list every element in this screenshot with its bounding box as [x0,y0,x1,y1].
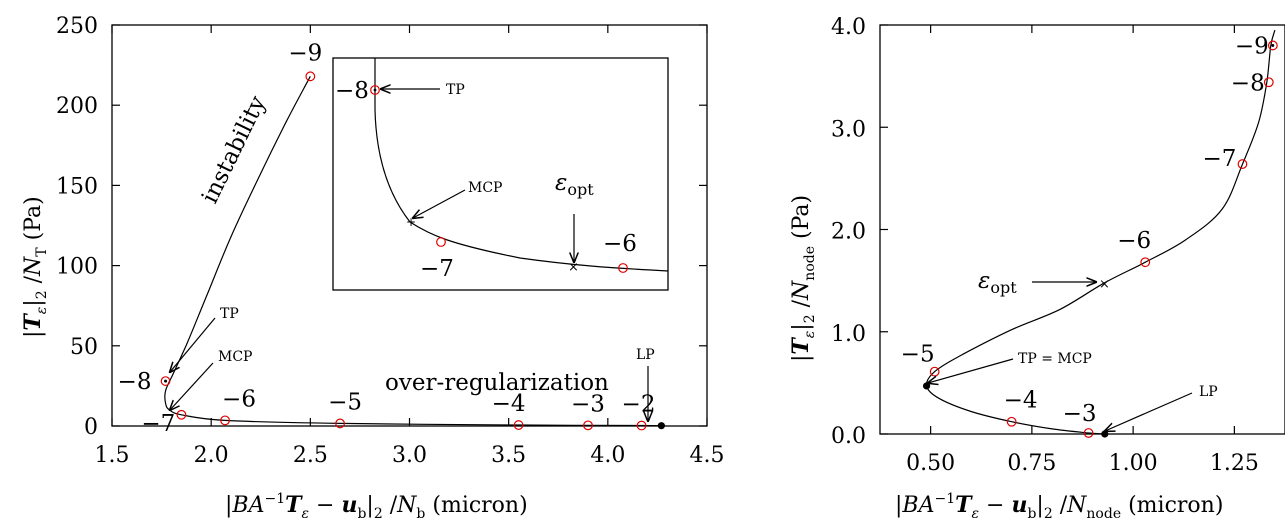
left-point-label: −7 [141,411,175,437]
left-point-label: −4 [492,391,526,417]
right-point-marker [1237,159,1248,169]
inset-frame [332,57,669,291]
left-lp-point [657,422,665,430]
right-x-ticks: 0.50 0.75 1.00 1.25 [906,25,1259,476]
right-point-label: −4 [1004,388,1038,414]
inset-mcp-label: MCP [468,180,502,196]
left-point-label: −6 [222,386,256,412]
left-y-ticks: 0 50 100 150 200 250 [56,14,707,440]
right-data-points: −9 −8 −7 −6 −5 −4 −3 [901,33,1278,438]
right-series-curve [925,29,1276,435]
inset-label-m6: −6 [603,231,637,257]
left-x-tick-label: 1.5 [95,443,130,468]
left-y-tick-label: 0 [84,415,98,440]
left-chart: 1.5 2.0 2.5 3.0 3.5 4.0 4.5 0 50 100 150 200 250 −9… [20,14,725,522]
right-lp-point [1101,430,1109,438]
right-point-label: −3 [1063,401,1097,427]
right-tpmcp-label: TP = MCP [1018,351,1092,367]
left-mcp-arrow [170,362,214,410]
left-x-ticks: 1.5 2.0 2.5 3.0 3.5 4.0 4.5 [95,25,725,468]
left-tp-label: TP [220,306,239,322]
right-point-marker [1083,428,1094,438]
right-y-tick-label: 2.0 [831,220,866,245]
left-point-marker [220,415,230,426]
right-y-tick-label: 3.0 [831,117,866,142]
left-mcp-label: MCP [218,349,252,365]
left-point-marker [513,420,524,430]
left-inset: × + −8 −7 −6 TP MCP εopt [332,57,669,291]
right-point-label: −6 [1117,228,1151,254]
right-y-tick-label: 4.0 [831,15,866,40]
right-tpmcp-point [922,382,931,390]
inset-series-curve [374,58,669,272]
left-y-tick-label: 100 [56,255,98,280]
left-series-curve [164,76,662,427]
inset-point-m8 [370,85,380,95]
left-annotation-over-regularization: over-regularization [385,370,609,396]
right-point-label: −8 [1231,70,1265,96]
left-point-label: −8 [118,369,152,395]
inset-label-m7: −7 [420,256,454,282]
right-x-axis-label: |BA−1Tε − ub|2 /Nnode (micron) [895,491,1223,522]
inset-mcp-marker: + [406,215,416,229]
left-x-tick-label: 4.0 [590,443,625,468]
right-point-marker [1267,40,1278,51]
right-point-marker [1140,257,1151,268]
right-opt-label: εopt [978,268,1017,297]
right-x-tick-label: 1.25 [1210,451,1259,476]
right-point-marker [1263,77,1274,88]
left-point-marker [636,420,647,431]
right-opt-marker: × [1099,277,1110,292]
right-lp-arrow [1105,392,1193,431]
left-point-marker [583,420,593,431]
left-point-label: −2 [622,392,656,418]
inset-opt-marker: × [568,260,579,275]
left-lp-label: LP [636,347,655,363]
left-point-marker [160,376,171,386]
inset-mcp-arrow [413,189,466,218]
right-y-tick-label: 0.0 [831,424,866,449]
left-x-tick-label: 3.0 [392,443,427,468]
left-annotation-instability: instability [197,92,271,208]
right-y-ticks: 0.0 1.0 2.0 3.0 4.0 [831,15,888,449]
right-tpmcp-arrow [928,358,1014,383]
left-y-tick-label: 150 [56,174,98,199]
left-y-tick-label: 250 [56,14,98,39]
right-point-label: −7 [1202,146,1236,172]
left-x-tick-label: 3.5 [491,443,526,468]
left-x-axis-label: |BA−1Tε − ub|2 /Nb (micron) [225,491,528,522]
right-y-axis-label: |Tε|2 /Nnode (Pa) [788,195,818,362]
right-x-tick-label: 0.75 [1007,451,1056,476]
left-x-tick-label: 2.0 [194,443,229,468]
left-x-tick-label: 2.5 [293,443,328,468]
left-point-label: −9 [288,40,322,66]
right-lp-label: LP [1199,384,1218,400]
right-point-label: −5 [901,342,935,368]
left-tp-point [164,379,168,383]
right-point-label: −9 [1235,33,1269,59]
inset-label-m8: −8 [335,78,369,104]
left-y-axis-label: |Tε|2 /NT (Pa) [20,196,50,338]
right-point-marker [1006,416,1017,427]
left-y-tick-label: 200 [56,94,98,119]
inset-point-m6 [618,263,628,273]
left-x-tick-label: 4.5 [690,443,725,468]
inset-point-m8-dot [373,88,377,92]
inset-point-m7 [436,237,446,247]
left-point-label: −3 [571,391,605,417]
left-point-marker [335,418,345,429]
right-x-tick-label: 1.00 [1109,451,1158,476]
left-tp-arrow [170,317,216,372]
right-x-tick-label: 0.50 [906,451,955,476]
left-point-marker [305,71,316,82]
inset-tp-label: TP [446,82,465,98]
right-y-tick-label: 1.0 [831,322,866,347]
left-point-marker [176,409,187,420]
right-plot-frame [879,24,1285,435]
right-point-dot [1271,44,1275,47]
left-y-tick-label: 50 [70,335,98,360]
left-point-label: −5 [328,389,362,415]
right-chart: 0.50 0.75 1.00 1.25 0.01.02.03.04.0 −9−8−7−… [788,15,1285,522]
